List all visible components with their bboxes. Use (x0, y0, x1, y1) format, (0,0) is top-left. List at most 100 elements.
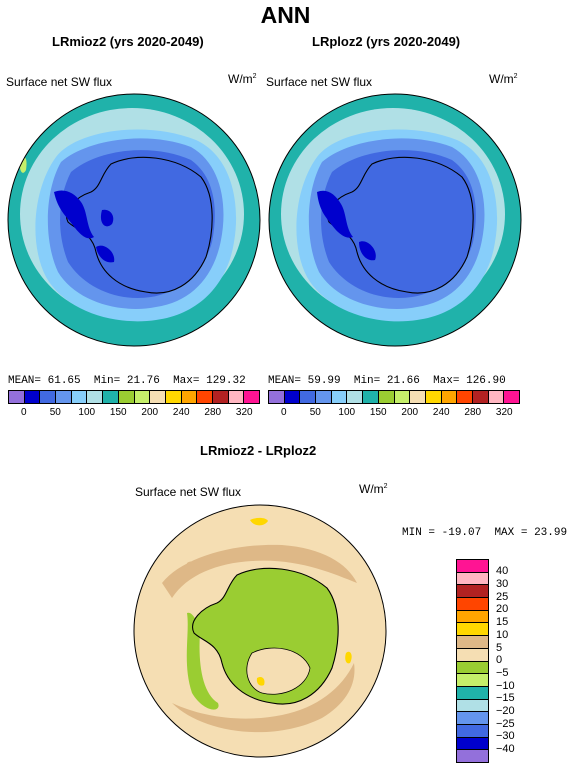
difference-variable: Surface net SW flux (135, 485, 242, 499)
colorbar-swatch (212, 391, 229, 403)
colorbar-swatch (40, 391, 57, 403)
difference-colorbar (456, 559, 489, 763)
colorbar-label: 0 (496, 654, 503, 667)
colorbar-tick-label: 240 (432, 407, 450, 418)
colorbar-label: −25 (496, 717, 515, 730)
colorbar-swatch (457, 648, 488, 662)
figure-title: ANN (260, 2, 311, 28)
colorbar-swatch (228, 391, 245, 403)
colorbar-swatch (441, 391, 458, 403)
colorbar-tick-label: 50 (309, 407, 321, 418)
panel1-title: LRmioz2 (yrs 2020-2049) (52, 34, 204, 49)
colorbar-tick-label: 320 (235, 407, 253, 418)
colorbar-swatch (9, 391, 25, 403)
colorbar-tick-label: 320 (495, 407, 513, 418)
colorbar-swatch (103, 391, 119, 403)
colorbar-label: 25 (496, 590, 509, 603)
colorbar-swatch (197, 391, 213, 403)
colorbar-tick-label: 280 (204, 407, 222, 418)
colorbar-swatch (457, 750, 488, 763)
colorbar-tick-label: 280 (464, 407, 482, 418)
colorbar-swatch (24, 391, 41, 403)
colorbar-swatch (378, 391, 395, 403)
colorbar-label: −40 (496, 743, 515, 756)
panel1-units: W/m2 (228, 72, 257, 86)
colorbar-swatch (457, 391, 473, 403)
colorbar-tick-label: 100 (78, 407, 96, 418)
colorbar-tick-label: 0 (20, 407, 27, 418)
difference-units: W/m2 (359, 482, 388, 496)
colorbar-tick-label: 100 (338, 407, 356, 418)
difference-map (133, 504, 387, 758)
colorbar-swatch (134, 391, 151, 403)
colorbar-swatch (244, 391, 260, 403)
colorbar-swatch (457, 686, 488, 700)
colorbar-label: −30 (496, 730, 515, 743)
panel1-colorbar (8, 390, 260, 404)
panel1-colorbar-ticks: 0 50 100 150 200 240 280 320 (8, 407, 259, 421)
colorbar-swatch (457, 572, 488, 586)
colorbar-swatch (165, 391, 182, 403)
colorbar-label: 30 (496, 578, 509, 591)
panel2-colorbar (268, 390, 520, 404)
colorbar-swatch (457, 699, 488, 713)
colorbar-tick-label: 0 (280, 407, 287, 418)
colorbar-swatch (457, 623, 488, 637)
colorbar-tick-label: 150 (109, 407, 127, 418)
panel1-variable: Surface net SW flux (6, 75, 113, 89)
panel2-colorbar-ticks: 0 50 100 150 200 240 280 320 (268, 407, 519, 421)
panel2-stats: MEAN= 59.99 Min= 21.66 Max= 126.90 (268, 375, 506, 387)
colorbar-swatch (472, 391, 489, 403)
colorbar-label: 15 (496, 616, 509, 629)
colorbar-tick-label: 50 (49, 407, 61, 418)
difference-minmax: MIN = -19.07 MAX = 23.99 (402, 527, 568, 539)
colorbar-swatch (316, 391, 332, 403)
colorbar-swatch (457, 560, 488, 573)
panel2-map (268, 93, 522, 347)
colorbar-label: −20 (496, 705, 515, 718)
panel1-map (7, 93, 261, 347)
colorbar-swatch (457, 598, 488, 611)
colorbar-tick-label: 200 (401, 407, 419, 418)
colorbar-swatch (457, 712, 488, 725)
colorbar-swatch (504, 391, 520, 403)
colorbar-tick-label: 200 (141, 407, 159, 418)
colorbar-label: −15 (496, 692, 515, 705)
colorbar-tick-label: 150 (369, 407, 387, 418)
difference-title: LRmioz2 - LRploz2 (200, 443, 317, 458)
colorbar-label: 5 (496, 641, 503, 654)
colorbar-swatch (457, 610, 488, 624)
colorbar-swatch (457, 636, 488, 649)
colorbar-swatch (347, 391, 364, 403)
colorbar-swatch (425, 391, 442, 403)
colorbar-label: 10 (496, 628, 509, 641)
colorbar-swatch (394, 391, 411, 403)
panel2-variable: Surface net SW flux (266, 75, 373, 89)
colorbar-swatch (457, 674, 488, 687)
colorbar-tick-label: 240 (172, 407, 190, 418)
colorbar-swatch (300, 391, 317, 403)
colorbar-swatch (56, 391, 72, 403)
colorbar-label: 40 (496, 565, 509, 578)
colorbar-swatch (181, 391, 198, 403)
colorbar-swatch (410, 391, 426, 403)
colorbar-swatch (363, 391, 379, 403)
colorbar-label: −10 (496, 679, 515, 692)
colorbar-swatch (457, 724, 488, 738)
colorbar-swatch (457, 737, 488, 751)
colorbar-swatch (488, 391, 505, 403)
colorbar-swatch (284, 391, 301, 403)
colorbar-swatch (150, 391, 166, 403)
colorbar-swatch (269, 391, 285, 403)
colorbar-label: 20 (496, 603, 509, 616)
colorbar-label: −5 (496, 666, 509, 679)
panel1-stats: MEAN= 61.65 Min= 21.76 Max= 129.32 (8, 375, 246, 387)
colorbar-swatch (87, 391, 104, 403)
colorbar-swatch (118, 391, 135, 403)
panel2-units: W/m2 (489, 72, 518, 86)
panel2-title: LRploz2 (yrs 2020-2049) (312, 34, 461, 49)
colorbar-swatch (457, 585, 488, 599)
colorbar-swatch (71, 391, 88, 403)
colorbar-swatch (457, 661, 488, 675)
colorbar-swatch (331, 391, 348, 403)
